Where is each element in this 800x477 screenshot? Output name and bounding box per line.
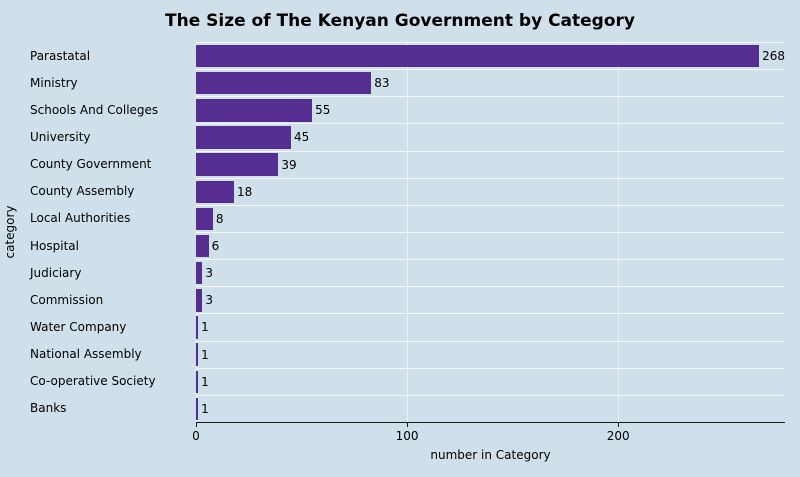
category-label: University bbox=[30, 129, 91, 144]
category-label: Commission bbox=[30, 292, 104, 307]
category-label: Co-operative Society bbox=[30, 374, 156, 389]
bar bbox=[196, 44, 760, 68]
bar-track: 6 bbox=[196, 231, 785, 259]
y-axis-title: category bbox=[3, 205, 17, 259]
bar-row: Parastatal 268 bbox=[0, 42, 800, 69]
category-label: Schools And Colleges bbox=[30, 102, 159, 117]
x-axis-tick bbox=[407, 423, 409, 427]
value-label: 1 bbox=[201, 374, 209, 389]
bar bbox=[196, 343, 199, 366]
bar bbox=[196, 71, 372, 95]
category-label: National Assembly bbox=[30, 347, 142, 362]
bar-track: 1 bbox=[196, 313, 785, 340]
bar-row: National Assembly 1 bbox=[0, 340, 800, 368]
bar bbox=[196, 99, 313, 122]
category-label: Banks bbox=[30, 401, 67, 416]
x-axis-tick-label: 0 bbox=[192, 429, 200, 443]
bar bbox=[196, 234, 209, 258]
bar bbox=[196, 370, 199, 393]
value-label: 1 bbox=[201, 347, 209, 362]
bar-row: Banks 1 bbox=[0, 394, 800, 422]
bar bbox=[196, 153, 279, 176]
bar-track: 39 bbox=[196, 150, 785, 178]
bar-track: 83 bbox=[196, 69, 785, 96]
bar-row: Judiciary 3 bbox=[0, 259, 800, 286]
bar-track: 1 bbox=[196, 340, 785, 368]
bar-track: 3 bbox=[196, 286, 785, 313]
bar-track: 1 bbox=[196, 394, 785, 422]
bar bbox=[196, 126, 291, 149]
bar-row: Local Authorities 8 bbox=[0, 204, 800, 232]
bar-row: University 45 bbox=[0, 123, 800, 150]
category-label: Ministry bbox=[30, 75, 78, 90]
value-label: 1 bbox=[201, 320, 209, 335]
value-label: 45 bbox=[294, 130, 310, 145]
x-axis-tick bbox=[618, 423, 620, 427]
value-label: 8 bbox=[215, 211, 224, 226]
x-axis-title: number in Category bbox=[430, 448, 551, 462]
value-label: 39 bbox=[281, 157, 297, 172]
category-label: County Assembly bbox=[30, 184, 135, 199]
bar-track: 55 bbox=[196, 96, 785, 123]
category-label: Local Authorities bbox=[30, 211, 131, 226]
bar bbox=[196, 316, 199, 339]
x-axis-tick-label: 100 bbox=[395, 429, 419, 443]
x-axis-tick bbox=[196, 423, 197, 427]
bar-track: 1 bbox=[196, 367, 785, 395]
bar-row: Ministry 83 bbox=[0, 69, 800, 96]
value-label: 3 bbox=[205, 293, 213, 308]
bar bbox=[196, 289, 203, 312]
value-label: 268 bbox=[762, 49, 785, 64]
bar-track: 45 bbox=[196, 123, 785, 150]
bar-track: 18 bbox=[196, 177, 785, 205]
bar bbox=[196, 397, 199, 421]
bar-row: Water Company 1 bbox=[0, 313, 800, 340]
x-axis-line bbox=[196, 422, 785, 423]
value-label: 3 bbox=[205, 266, 213, 281]
bar-row: Schools And Colleges 55 bbox=[0, 96, 800, 123]
value-label: 1 bbox=[201, 401, 209, 416]
value-label: 83 bbox=[374, 76, 390, 91]
bar-rows: Parastatal 268 Ministry 83 Schools And Colle… bbox=[0, 42, 800, 422]
value-label: 6 bbox=[211, 239, 220, 254]
bar-track: 3 bbox=[196, 259, 785, 286]
category-label: Judiciary bbox=[30, 265, 82, 280]
category-label: Water Company bbox=[30, 319, 127, 334]
bar-row: Co-operative Society 1 bbox=[0, 367, 800, 395]
chart-title: The Size of The Kenyan Government by Cat… bbox=[165, 11, 635, 31]
category-label: Hospital bbox=[30, 238, 79, 253]
bar-row: County Government 39 bbox=[0, 150, 800, 178]
bar bbox=[196, 207, 213, 231]
value-label: 18 bbox=[237, 184, 253, 199]
bar bbox=[196, 261, 203, 285]
bar bbox=[196, 180, 234, 203]
x-axis-tick-label: 200 bbox=[606, 429, 630, 443]
bar-row: Commission 3 bbox=[0, 286, 800, 313]
bar-track: 268 bbox=[196, 42, 785, 69]
category-label: Parastatal bbox=[30, 48, 91, 63]
bar-track: 8 bbox=[196, 204, 785, 232]
value-label: 55 bbox=[315, 103, 331, 118]
bar-row: County Assembly 18 bbox=[0, 177, 800, 205]
bar-row: Hospital 6 bbox=[0, 231, 800, 259]
category-label: County Government bbox=[30, 157, 152, 172]
